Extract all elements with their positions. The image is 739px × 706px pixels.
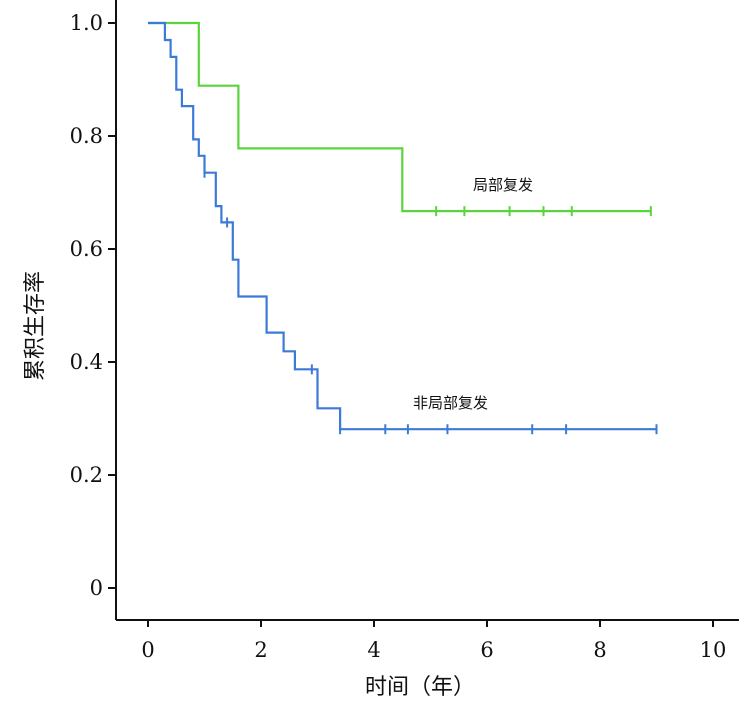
x-tick-label: 2 [254,638,267,662]
axes [115,0,739,621]
y-tick-label: 0.8 [70,124,103,148]
y-tick-label: 0.2 [70,463,103,487]
series-layer [148,21,658,435]
x-tick-label: 4 [367,638,380,662]
ticks: 0 2 4 6 8 10 0 0.2 0.4 0.6 0.8 1.0 [70,11,727,662]
y-tick-label: 0.4 [70,350,103,374]
series-1 [148,21,658,435]
x-tick-label: 8 [593,638,606,662]
x-axis-title: 时间（年） [365,675,475,700]
series-line [148,21,657,431]
x-tick-label: 6 [480,638,493,662]
series-label-local-recurrence: 局部复发 [473,176,533,194]
series-line [148,21,651,213]
y-tick-label: 0.6 [70,237,103,261]
y-axis-title: 累积生存率 [23,271,48,381]
series-label-nonlocal-recurrence: 非局部复发 [413,394,488,412]
x-tick-label: 10 [700,638,727,662]
y-tick-label: 0 [90,576,103,600]
series-0 [148,21,652,217]
y-tick-label: 1.0 [70,11,103,35]
x-tick-label: 0 [141,638,154,662]
